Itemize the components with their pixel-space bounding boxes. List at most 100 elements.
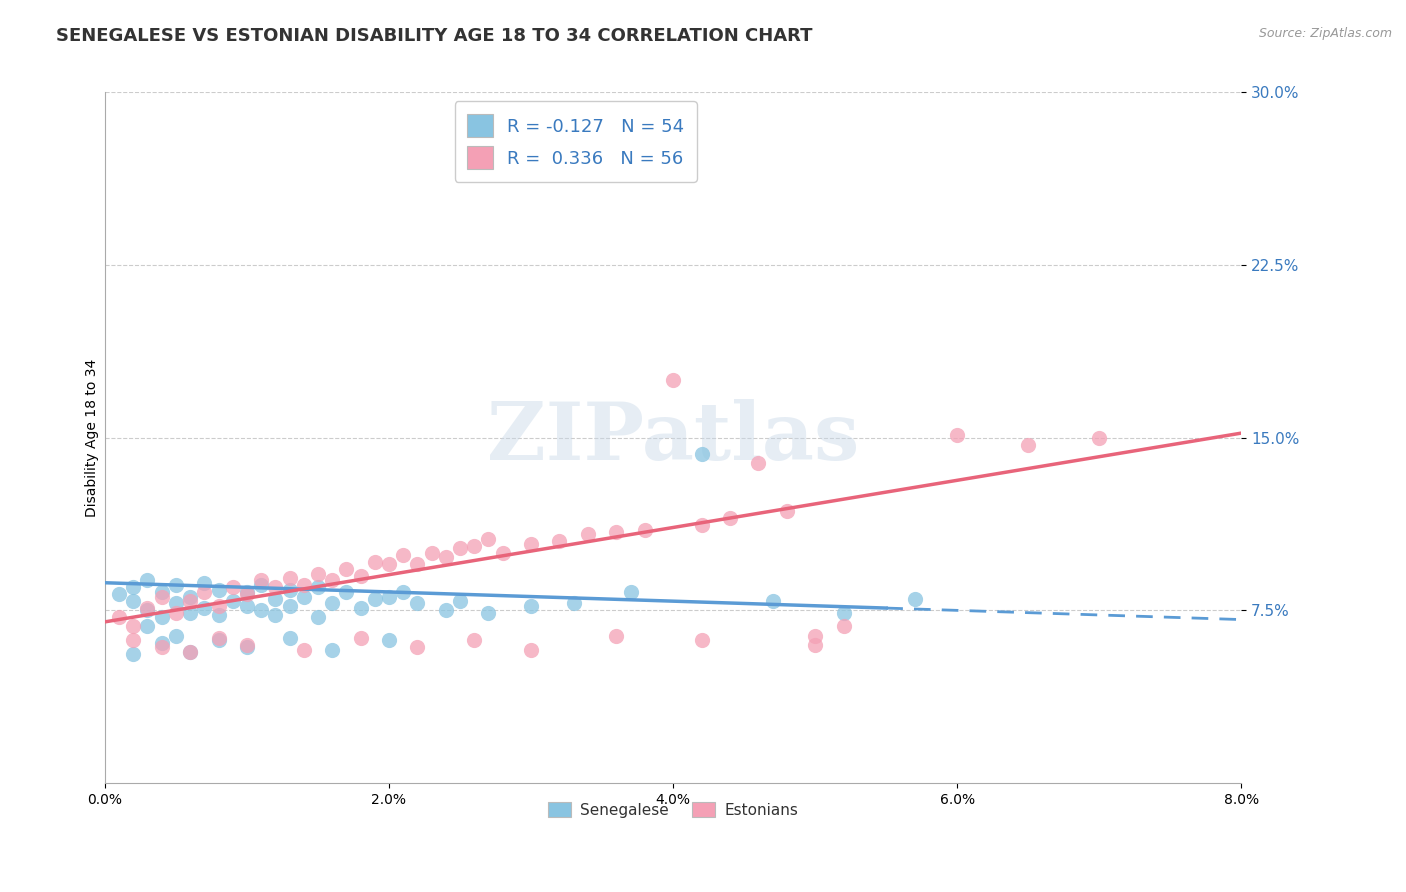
Point <box>1088 431 1111 445</box>
Point <box>307 580 329 594</box>
Point <box>520 642 543 657</box>
Point <box>122 647 145 661</box>
Point <box>207 607 229 622</box>
Point <box>605 525 627 540</box>
Point <box>179 590 201 604</box>
Point <box>179 645 201 659</box>
Point <box>136 601 159 615</box>
Point <box>364 591 387 606</box>
Point <box>207 631 229 645</box>
Point <box>150 590 173 604</box>
Point <box>150 640 173 655</box>
Point <box>122 619 145 633</box>
Point <box>477 532 499 546</box>
Point <box>250 603 273 617</box>
Point <box>278 571 301 585</box>
Point <box>1017 437 1039 451</box>
Point <box>278 582 301 597</box>
Point <box>904 591 927 606</box>
Point <box>222 580 245 594</box>
Point <box>832 606 855 620</box>
Point <box>321 597 343 611</box>
Point <box>804 629 827 643</box>
Point <box>406 640 429 655</box>
Point <box>690 633 713 648</box>
Point <box>548 534 571 549</box>
Point <box>236 585 259 599</box>
Point <box>349 631 371 645</box>
Point <box>278 631 301 645</box>
Text: ZIPatlas: ZIPatlas <box>486 399 859 476</box>
Point <box>335 562 357 576</box>
Text: Source: ZipAtlas.com: Source: ZipAtlas.com <box>1258 27 1392 40</box>
Point <box>321 574 343 588</box>
Point <box>150 585 173 599</box>
Point <box>193 585 215 599</box>
Point <box>520 536 543 550</box>
Point <box>122 633 145 648</box>
Point <box>264 580 287 594</box>
Point <box>378 633 401 648</box>
Point <box>236 638 259 652</box>
Point <box>292 590 315 604</box>
Point <box>832 619 855 633</box>
Point <box>136 619 159 633</box>
Point <box>634 523 657 537</box>
Point <box>122 580 145 594</box>
Point <box>264 607 287 622</box>
Point <box>378 590 401 604</box>
Point <box>406 558 429 572</box>
Point <box>150 635 173 649</box>
Point <box>804 638 827 652</box>
Point <box>335 585 357 599</box>
Point <box>108 587 131 601</box>
Text: SENEGALESE VS ESTONIAN DISABILITY AGE 18 TO 34 CORRELATION CHART: SENEGALESE VS ESTONIAN DISABILITY AGE 18… <box>56 27 813 45</box>
Legend: Senegalese, Estonians: Senegalese, Estonians <box>543 796 804 823</box>
Point <box>207 582 229 597</box>
Point <box>562 597 585 611</box>
Point <box>776 504 799 518</box>
Point <box>434 603 457 617</box>
Point <box>250 574 273 588</box>
Point <box>165 629 187 643</box>
Point <box>250 578 273 592</box>
Point <box>292 578 315 592</box>
Point <box>222 594 245 608</box>
Point <box>463 539 485 553</box>
Point <box>307 610 329 624</box>
Point <box>576 527 599 541</box>
Point <box>477 606 499 620</box>
Point <box>946 428 969 442</box>
Point <box>690 447 713 461</box>
Point <box>292 642 315 657</box>
Point <box>165 606 187 620</box>
Point <box>150 610 173 624</box>
Point <box>207 599 229 613</box>
Point <box>463 633 485 648</box>
Point <box>122 594 145 608</box>
Point <box>108 610 131 624</box>
Point <box>193 575 215 590</box>
Point <box>619 585 641 599</box>
Point <box>662 373 685 387</box>
Point <box>278 599 301 613</box>
Point <box>307 566 329 581</box>
Point <box>449 541 471 556</box>
Point <box>520 599 543 613</box>
Point <box>392 548 415 562</box>
Point <box>207 633 229 648</box>
Point <box>236 640 259 655</box>
Point <box>434 550 457 565</box>
Point <box>364 555 387 569</box>
Point <box>420 546 443 560</box>
Y-axis label: Disability Age 18 to 34: Disability Age 18 to 34 <box>86 359 100 516</box>
Point <box>179 594 201 608</box>
Point <box>179 606 201 620</box>
Point <box>165 597 187 611</box>
Point <box>264 591 287 606</box>
Point <box>718 511 741 525</box>
Point <box>349 569 371 583</box>
Point <box>179 645 201 659</box>
Point <box>236 599 259 613</box>
Point <box>605 629 627 643</box>
